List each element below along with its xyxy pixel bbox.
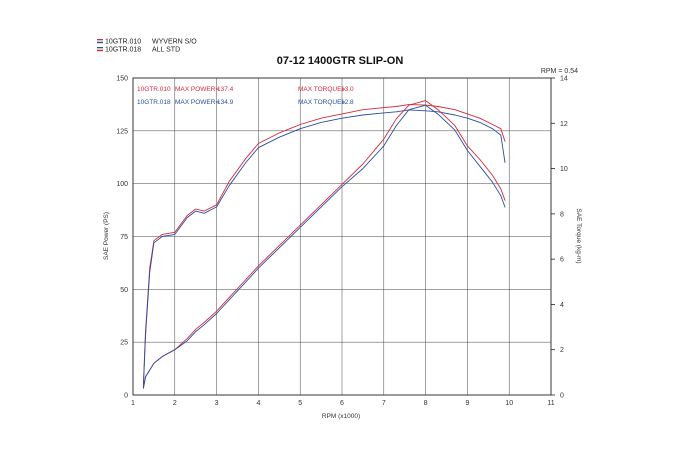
legend-flag-red-icon [96,39,104,44]
legend-id-0: 10GTR.010 [105,39,141,46]
y-right-axis-title: SAE Torque (kg-m) [575,208,582,263]
series-line-0 [142,104,506,385]
max-annotations: 10GTR.010 MAX POWER= 137.4 MAX TORQUE= 1… [137,86,354,106]
annotation-torque-value-1: 12.8 [341,99,354,106]
y-right-tick-label: 0 [560,393,564,400]
chart-title: 07-12 1400GTR SLIP-ON [277,55,404,67]
x-axis-title: RPM (x1000) [322,413,360,420]
y-left-axis-title: SAE Power (PS) [103,212,110,260]
y-right-tick-label: 8 [560,211,564,218]
legend-id-1: 10GTR.018 [105,47,141,54]
annotation-power-value-1: 134.9 [217,99,234,106]
x-tick-label: 3 [215,400,219,407]
annotation-run-0: 10GTR.010 [137,86,171,93]
y-left-tick-label: 100 [116,181,128,188]
x-tick-label: 4 [256,400,260,407]
annotation-power-label-0: MAX POWER= [175,86,219,93]
y-left-tick-label: 25 [120,340,128,347]
y-right-tick-label: 10 [560,166,568,173]
y-left-tick-label: 50 [120,287,128,294]
y-right-tick-label: 6 [560,257,564,264]
series-lines [142,100,506,389]
series-line-1 [142,109,506,387]
y-right-axis-ticks: 0 2 4 6 8 10 12 14 [551,76,568,400]
x-tick-label: 7 [382,400,386,407]
x-tick-label: 10 [505,400,513,407]
y-left-tick-label: 150 [116,76,128,83]
grid-lines [133,78,551,395]
y-right-tick-label: 2 [560,347,564,354]
y-left-tick-label: 125 [116,128,128,135]
y-right-tick-label: 12 [560,121,568,128]
y-right-tick-label: 14 [560,76,568,83]
x-tick-label: 5 [298,400,302,407]
annotation-power-label-1: MAX POWER= [175,99,219,106]
annotation-torque-value-0: 13.0 [341,86,354,93]
legend-label-0: WYVERN S/O [152,39,197,46]
legend-flag-blue-icon [96,47,104,52]
rpm-note: RPM = 0.54 [541,68,578,75]
series-line-3 [142,104,506,389]
legend-label-1: ALL STD [152,47,180,54]
x-tick-label: 11 [547,400,554,407]
x-tick-label: 8 [424,400,428,407]
x-tick-label: 1 [131,400,135,407]
annotation-torque-label-0: MAX TORQUE= [298,86,345,93]
y-right-tick-label: 4 [560,302,564,309]
y-left-axis-ticks: 0 25 50 75 100 125 150 [116,76,128,400]
annotation-run-1: 10GTR.018 [137,99,171,106]
y-left-tick-label: 75 [120,234,128,241]
series-line-2 [142,100,506,389]
legend: 10GTR.010 WYVERN S/O 10GTR.018 ALL STD [96,39,197,54]
x-tick-label: 2 [173,400,177,407]
x-tick-label: 6 [340,400,344,407]
annotation-torque-label-1: MAX TORQUE= [298,99,345,106]
annotation-power-value-0: 137.4 [217,86,234,93]
y-left-tick-label: 0 [124,393,128,400]
x-axis-ticks: 1 2 3 4 5 6 7 8 9 10 11 [131,400,555,407]
x-tick-label: 9 [465,400,469,407]
